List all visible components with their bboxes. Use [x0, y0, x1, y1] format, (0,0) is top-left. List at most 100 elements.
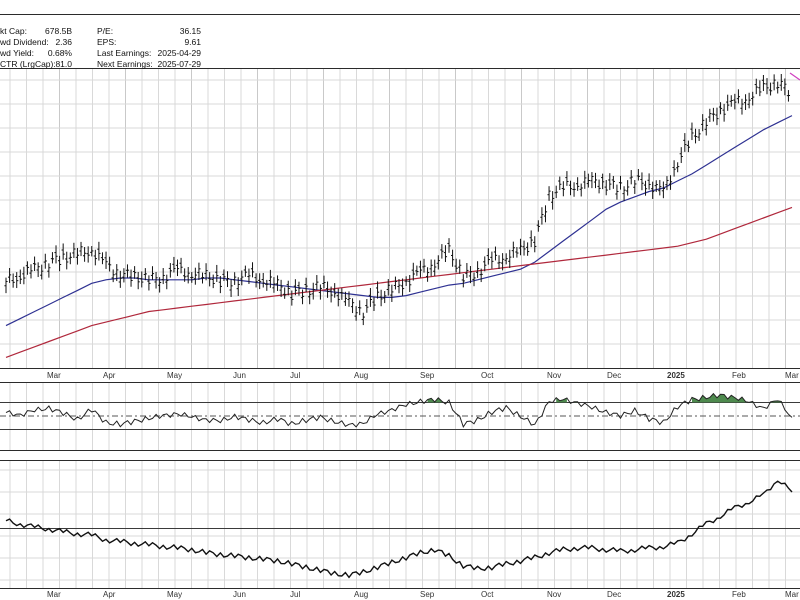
price-bar: [393, 276, 398, 290]
price-bar: [554, 185, 558, 199]
price-bar: [472, 272, 476, 287]
price-bar: [765, 78, 769, 95]
price-bar: [208, 272, 212, 287]
price-bar: [440, 244, 444, 259]
price-bar: [718, 102, 723, 115]
price-bar: [200, 272, 205, 284]
price-bar: [229, 279, 233, 297]
trendline: [789, 72, 800, 81]
price-bar: [504, 253, 508, 265]
price-bar: [604, 179, 608, 196]
price-bar: [443, 245, 448, 262]
x-tick-label-top: Aug: [354, 371, 368, 380]
price-bar: [490, 251, 494, 269]
stat-value-yield: 0.68%: [48, 48, 73, 58]
price-bar: [647, 173, 651, 190]
stat-label-dividend: wd Dividend:: [0, 37, 49, 47]
price-bar: [154, 271, 158, 289]
price-bar: [93, 249, 97, 266]
price-bar: [83, 247, 87, 262]
x-tick-label-top: Dec: [607, 371, 621, 380]
price-bar: [518, 238, 523, 256]
price-bar: [601, 173, 605, 190]
x-tick-label-bottom: Mar: [47, 590, 61, 599]
price-bar: [350, 298, 355, 314]
price-bar: [340, 288, 344, 300]
price-bar: [608, 173, 612, 191]
x-tick-label-bottom: May: [167, 590, 182, 599]
price-bar: [97, 241, 101, 261]
price-bar: [558, 176, 562, 191]
price-bar: [75, 247, 80, 265]
x-tick-label-top: May: [167, 371, 182, 380]
price-bar: [397, 278, 401, 294]
price-bar: [22, 266, 26, 285]
overbought-fill: [427, 397, 442, 403]
price-bar: [593, 172, 598, 189]
price-bar: [54, 245, 58, 264]
price-bar: [168, 263, 172, 278]
price-bar: [701, 114, 705, 132]
price-bar: [15, 272, 19, 289]
price-bar: [11, 273, 15, 288]
price-bar: [693, 128, 698, 144]
price-bar: [640, 172, 644, 191]
price-bar: [690, 122, 694, 141]
price-bar: [111, 269, 115, 283]
price-bar: [708, 108, 712, 122]
stat-label-last-earnings: Last Earnings:: [97, 48, 151, 58]
x-tick-label-top: Mar: [785, 371, 799, 380]
price-bar: [433, 259, 437, 277]
price-bar: [425, 267, 430, 282]
price-bar: [25, 261, 30, 275]
price-bar: [543, 205, 548, 223]
price-bar: [783, 78, 787, 96]
x-tick-label-top: Mar: [47, 371, 61, 380]
price-bar: [561, 181, 565, 197]
x-tick-label-top: Nov: [547, 371, 561, 380]
price-bar: [501, 253, 505, 271]
price-bar: [265, 279, 269, 291]
price-bar: [411, 262, 415, 281]
price-bar: [179, 257, 183, 274]
price-bar: [665, 176, 669, 191]
price-bar: [686, 140, 690, 153]
price-bar: [40, 264, 44, 280]
price-bar: [7, 268, 12, 283]
x-tick-label-top: 2025: [667, 371, 685, 380]
price-bar: [29, 264, 33, 279]
price-bar: [711, 107, 715, 122]
price-bar: [100, 252, 105, 265]
x-tick-label-bottom: 2025: [667, 590, 685, 599]
price-bar: [79, 241, 83, 257]
price-bar: [365, 298, 369, 313]
price-bar: [390, 284, 394, 302]
price-bar: [65, 251, 69, 270]
price-bar: [136, 271, 140, 290]
price-bar: [626, 180, 630, 196]
price-bar: [268, 269, 272, 288]
price-bar: [325, 281, 330, 298]
price-bar: [461, 274, 465, 288]
x-tick-label-bottom: Apr: [103, 590, 116, 599]
price-bar: [172, 256, 176, 273]
moving-average-line: [5, 115, 793, 327]
price-bar: [733, 93, 737, 110]
stat-label-market-cap: kt Cap:: [0, 26, 27, 36]
price-bar: [486, 248, 490, 265]
price-bar: [529, 230, 533, 248]
price-bar: [197, 262, 201, 280]
price-bar: [193, 267, 197, 285]
price-bar: [165, 274, 169, 290]
x-tick-label-top: Apr: [103, 371, 116, 380]
price-bar: [236, 277, 240, 297]
price-bar: [250, 262, 255, 278]
price-bar: [400, 278, 405, 296]
stat-label-pe: P/E:: [97, 26, 113, 36]
price-bar: [383, 291, 387, 304]
price-bar: [415, 265, 419, 276]
price-bar: [583, 170, 587, 189]
price-bar: [418, 260, 423, 278]
